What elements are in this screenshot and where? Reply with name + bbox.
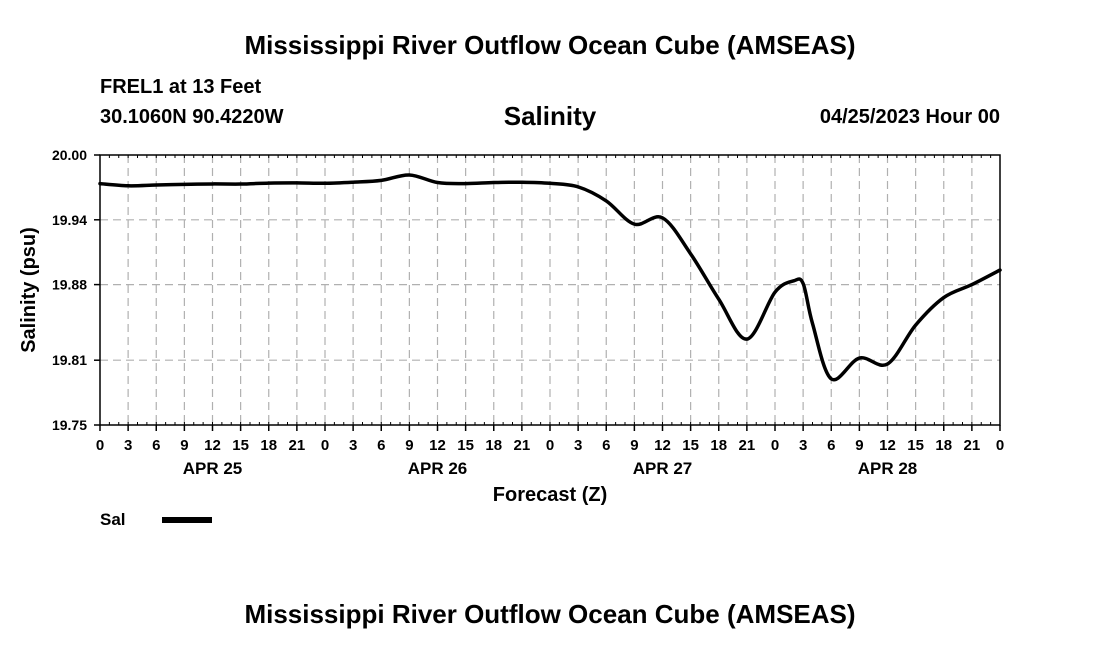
- x-tick-label: 12: [429, 437, 446, 454]
- x-tick-label: 6: [152, 437, 160, 454]
- x-tick-label: 0: [96, 437, 104, 454]
- x-tick-label: 15: [457, 437, 474, 454]
- y-tick-label: 19.88: [52, 277, 87, 293]
- x-tick-label: 6: [827, 437, 835, 454]
- chart-title: Mississippi River Outflow Ocean Cube (AM…: [244, 30, 856, 60]
- x-tick-label: 6: [377, 437, 385, 454]
- x-tick-label: 3: [349, 437, 357, 454]
- coordinates-label: 30.1060N 90.4220W: [100, 106, 284, 128]
- x-axis-label: Forecast (Z): [493, 484, 607, 506]
- x-tick-label: 0: [321, 437, 329, 454]
- day-label: APR 25: [183, 459, 243, 478]
- legend-label: Sal: [100, 510, 126, 529]
- day-label: APR 26: [408, 459, 468, 478]
- x-tick-label: 21: [514, 437, 531, 454]
- x-tick-label: 21: [289, 437, 306, 454]
- x-tick-label: 6: [602, 437, 610, 454]
- y-tick-label: 19.94: [52, 212, 87, 228]
- x-tick-label: 12: [204, 437, 221, 454]
- x-tick-labels: 0 3 6 9 12 15 18 21 0 3 6 9 12 15 18 21 0 3 6 9 12 15 18 21 0 3 6 9…: [96, 437, 1004, 454]
- y-tick-label: 19.81: [52, 352, 87, 368]
- plot-frame: [99, 154, 1001, 426]
- x-tick-label: 15: [682, 437, 699, 454]
- forecast-run-time: 04/25/2023 Hour 00: [819, 106, 1000, 128]
- x-tick-label: 0: [546, 437, 554, 454]
- station-label: FREL1 at 13 Feet: [100, 76, 262, 98]
- y-tick-label: 19.75: [52, 417, 87, 433]
- series-sal-line: [98, 173, 1002, 382]
- x-tick-label: 3: [574, 437, 582, 454]
- day-label: APR 28: [858, 459, 918, 478]
- x-tick-label: 3: [799, 437, 807, 454]
- x-tick-label: 12: [879, 437, 896, 454]
- x-tick-label: 0: [996, 437, 1004, 454]
- x-tick-label: 9: [180, 437, 188, 454]
- x-tick-label: 18: [710, 437, 727, 454]
- x-tick-label: 9: [855, 437, 863, 454]
- x-tick-label: 15: [232, 437, 249, 454]
- footer-title: Mississippi River Outflow Ocean Cube (AM…: [244, 599, 856, 629]
- y-tick-label: 20.00: [52, 147, 87, 163]
- day-labels: APR 25 APR 26 APR 27 APR 28: [183, 459, 918, 478]
- grid: [100, 155, 1000, 425]
- x-tick-label: 18: [935, 437, 952, 454]
- x-tick-label: 15: [907, 437, 924, 454]
- x-tick-label: 3: [124, 437, 132, 454]
- legend-swatch: [162, 517, 212, 523]
- day-label: APR 27: [633, 459, 693, 478]
- x-tick-label: 12: [654, 437, 671, 454]
- y-tick-labels: 20.00 19.94 19.88 19.81 19.75: [52, 147, 87, 433]
- axis-ticks: [94, 154, 1001, 431]
- x-tick-label: 0: [771, 437, 779, 454]
- x-tick-label: 9: [405, 437, 413, 454]
- x-tick-label: 18: [260, 437, 277, 454]
- x-tick-label: 9: [630, 437, 638, 454]
- x-tick-label: 21: [739, 437, 756, 454]
- x-tick-label: 21: [964, 437, 981, 454]
- variable-title: Salinity: [503, 101, 597, 131]
- y-axis-label: Salinity (psu): [18, 227, 40, 353]
- x-tick-label: 18: [485, 437, 502, 454]
